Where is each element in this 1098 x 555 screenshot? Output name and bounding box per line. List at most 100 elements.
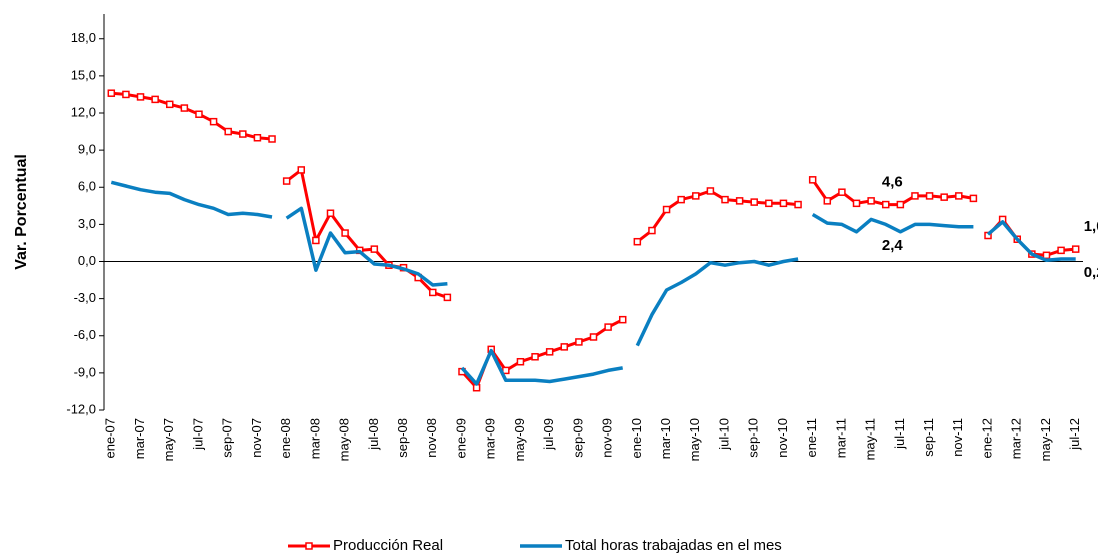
- y-tick-label: 3,0: [78, 216, 96, 231]
- x-tick-label: ene-07: [103, 418, 118, 458]
- point-marker: [107, 89, 116, 97]
- y-tick-label: -6,0: [74, 327, 96, 342]
- point-marker: [721, 195, 729, 204]
- y-tick-label: 0,0: [78, 253, 96, 268]
- legend-marker: [305, 542, 313, 550]
- series-line: [460, 348, 623, 386]
- point-marker: [955, 192, 963, 200]
- x-tick-label: may-12: [1038, 418, 1053, 461]
- x-tick-label: mar-09: [483, 418, 498, 459]
- point-marker: [633, 237, 642, 246]
- point-marker: [808, 176, 817, 184]
- point-marker: [896, 200, 905, 209]
- y-tick-label: -9,0: [74, 364, 96, 379]
- point-marker: [940, 193, 948, 201]
- point-marker: [443, 293, 452, 302]
- point-marker: [268, 135, 276, 143]
- x-tick-label: mar-08: [307, 418, 322, 459]
- point-marker: [779, 199, 788, 208]
- data-label: 4,6: [882, 174, 903, 191]
- point-marker: [618, 315, 627, 324]
- point-marker: [195, 110, 203, 118]
- point-marker: [1042, 251, 1051, 260]
- point-marker: [604, 323, 612, 331]
- x-tick-label: nov-11: [950, 418, 965, 457]
- series-line: [635, 257, 799, 347]
- series-line: [285, 206, 448, 287]
- y-tick-label: 9,0: [78, 142, 96, 157]
- x-tick-label: ene-12: [979, 418, 994, 458]
- point-marker: [1057, 246, 1065, 255]
- x-tick-label: ene-10: [629, 418, 644, 458]
- x-tick-label: nov-07: [249, 418, 264, 458]
- point-marker: [180, 104, 189, 112]
- point-marker: [151, 95, 159, 104]
- point-marker: [297, 166, 306, 174]
- point-marker: [282, 177, 291, 185]
- point-marker: [867, 197, 875, 205]
- point-marker: [911, 192, 919, 200]
- x-tick-label: jul-08: [366, 418, 381, 451]
- data-label: 2,4: [882, 237, 904, 254]
- data-label: 0,2: [1084, 264, 1098, 281]
- x-tick-label: sep-11: [921, 418, 936, 457]
- point-marker: [969, 194, 978, 203]
- point-marker: [429, 288, 437, 297]
- series-line: [111, 91, 273, 141]
- x-tick-label: mar-12: [1009, 418, 1024, 459]
- x-tick-label: jul-12: [1067, 418, 1082, 451]
- point-marker: [735, 197, 744, 205]
- x-tick-label: jul-07: [190, 418, 205, 451]
- point-marker: [326, 209, 335, 217]
- y-tick-label: 18,0: [71, 30, 96, 45]
- point-marker: [312, 236, 320, 245]
- x-tick-label: sep-10: [746, 418, 761, 458]
- x-tick-label: mar-10: [658, 418, 673, 459]
- point-marker: [648, 226, 656, 235]
- x-tick-label: mar-07: [132, 418, 147, 459]
- point-marker: [765, 199, 773, 208]
- y-tick-label: -12,0: [66, 401, 96, 416]
- point-marker: [706, 187, 715, 195]
- y-tick-label: 15,0: [71, 67, 96, 82]
- series-line: [636, 189, 799, 243]
- point-marker: [1071, 245, 1080, 253]
- point-marker: [136, 93, 145, 101]
- point-marker: [370, 245, 379, 253]
- point-marker: [838, 188, 846, 196]
- point-marker: [531, 353, 539, 361]
- x-tick-label: sep-07: [220, 418, 235, 458]
- legend-label: Total horas trabajadas en el mes: [565, 537, 782, 554]
- x-tick-label: ene-11: [804, 418, 819, 458]
- point-marker: [209, 117, 218, 126]
- point-marker: [823, 197, 832, 205]
- x-tick-label: jul-11: [892, 418, 907, 450]
- x-tick-label: jul-09: [541, 418, 556, 451]
- y-tick-label: 6,0: [78, 179, 96, 194]
- point-marker: [545, 348, 554, 356]
- x-tick-label: may-10: [687, 418, 702, 461]
- x-tick-label: nov-08: [424, 418, 439, 458]
- x-tick-label: mar-11: [833, 418, 848, 458]
- series-line: [110, 180, 273, 219]
- point-marker: [589, 333, 598, 341]
- series-line: [460, 318, 624, 390]
- point-marker: [166, 100, 174, 109]
- x-tick-label: nov-10: [775, 418, 790, 458]
- x-tick-label: may-09: [512, 418, 527, 461]
- y-axis-label: Var. Porcentual: [13, 154, 30, 270]
- point-marker: [224, 127, 232, 136]
- x-tick-label: ene-09: [453, 418, 468, 458]
- data-label: 1,0: [1084, 218, 1098, 235]
- point-marker: [122, 90, 130, 99]
- point-marker: [560, 343, 569, 351]
- x-tick-label: sep-09: [570, 418, 585, 458]
- point-marker: [516, 357, 525, 366]
- x-tick-label: may-08: [337, 418, 352, 461]
- x-tick-label: jul-10: [716, 418, 731, 451]
- point-marker: [881, 200, 890, 209]
- x-tick-label: ene-08: [278, 418, 293, 458]
- point-marker: [852, 199, 861, 208]
- point-marker: [662, 205, 671, 214]
